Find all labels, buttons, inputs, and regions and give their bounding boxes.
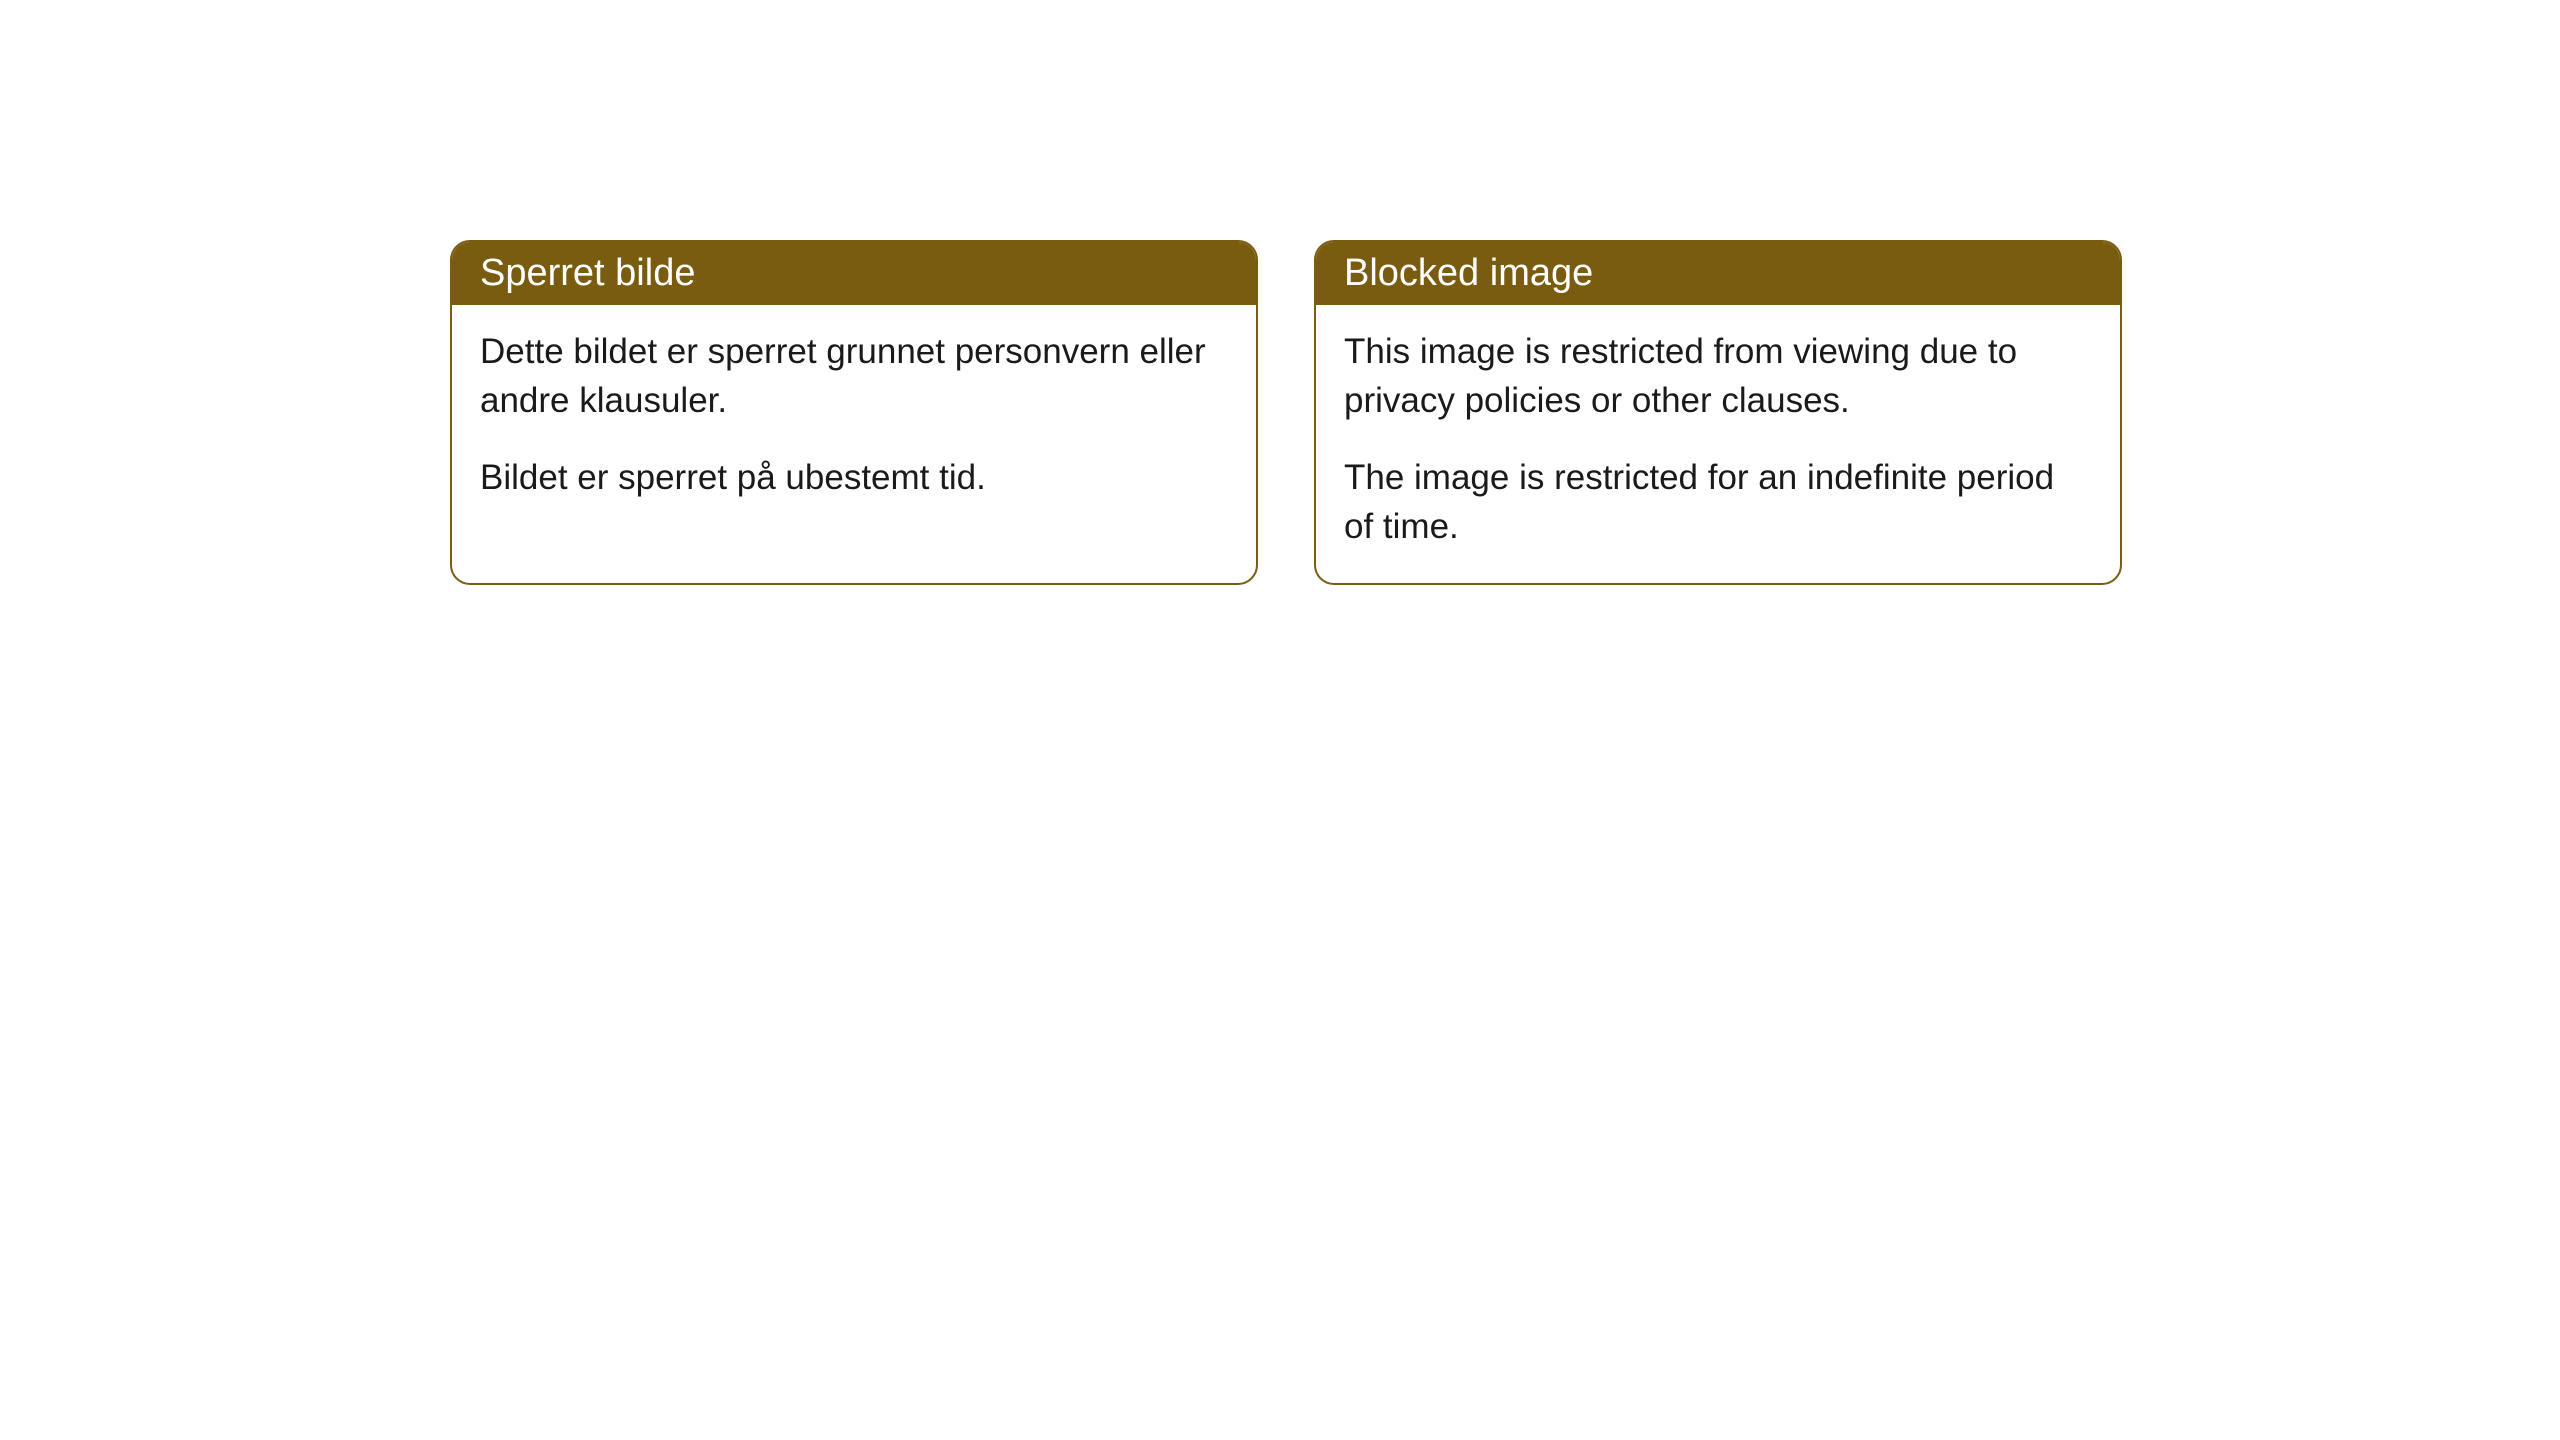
card-header: Blocked image <box>1316 242 2120 305</box>
notice-card-english: Blocked image This image is restricted f… <box>1314 240 2122 585</box>
card-paragraph: The image is restricted for an indefinit… <box>1344 453 2092 551</box>
card-body: Dette bildet er sperret grunnet personve… <box>452 305 1256 534</box>
card-paragraph: Bildet er sperret på ubestemt tid. <box>480 453 1228 502</box>
card-body: This image is restricted from viewing du… <box>1316 305 2120 583</box>
notice-cards-container: Sperret bilde Dette bildet er sperret gr… <box>450 240 2122 585</box>
card-header: Sperret bilde <box>452 242 1256 305</box>
card-paragraph: This image is restricted from viewing du… <box>1344 327 2092 425</box>
notice-card-norwegian: Sperret bilde Dette bildet er sperret gr… <box>450 240 1258 585</box>
card-paragraph: Dette bildet er sperret grunnet personve… <box>480 327 1228 425</box>
